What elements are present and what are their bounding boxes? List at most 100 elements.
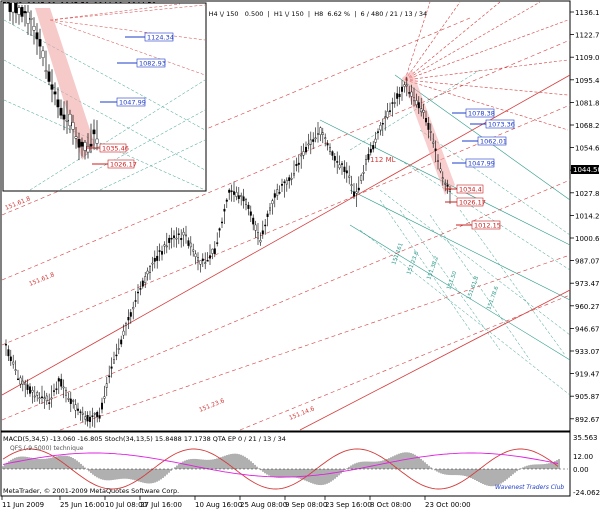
- candle-body: [91, 415, 94, 417]
- candle-body: [86, 415, 89, 422]
- inset-zoom-panel: [2, 2, 207, 192]
- candle-body: [79, 411, 82, 413]
- fib-label-1b: 151.61.8: [28, 271, 56, 288]
- candle-body: [172, 235, 175, 238]
- candle-body: [247, 204, 250, 209]
- candle-body: [170, 237, 173, 240]
- inset-candle-body: [32, 26, 36, 31]
- price-tick-label: 987.07: [575, 258, 600, 266]
- candle-body: [132, 307, 135, 310]
- inset-label: 1082.93: [139, 60, 166, 68]
- candle-body: [285, 179, 288, 185]
- inset-candle-body: [53, 91, 57, 95]
- candle-body: [199, 260, 202, 265]
- candle-body: [129, 312, 132, 317]
- candle-body: [230, 190, 233, 192]
- candle-body: [360, 175, 363, 181]
- candle-body: [7, 349, 10, 357]
- candle-body: [333, 156, 336, 161]
- price-tick-label: 1109.07: [575, 54, 600, 62]
- inset-candle-body: [26, 11, 30, 24]
- inset-label: 1026.17: [110, 161, 137, 169]
- candle-body: [379, 125, 382, 131]
- red-median-line: [1, 74, 571, 396]
- candle-body: [374, 138, 377, 143]
- candle-body: [283, 181, 286, 183]
- candle-body: [252, 217, 255, 225]
- watermark-text: Wavenest Traders Club: [495, 484, 564, 491]
- candle-body: [177, 233, 180, 235]
- candle-body: [88, 416, 91, 422]
- indicator-scale-label: 12.00: [573, 453, 593, 461]
- candle-body: [14, 369, 17, 371]
- time-tick-label: 8 Oct 08:00: [370, 501, 411, 509]
- candle-body: [425, 118, 428, 123]
- candle-body: [266, 213, 269, 217]
- inset-candle-body: [89, 143, 93, 147]
- candle-body: [434, 148, 437, 151]
- candle-body: [103, 396, 106, 399]
- candle-body: [300, 154, 303, 157]
- candle-body: [41, 396, 44, 399]
- target-label: 1062.01: [480, 138, 507, 146]
- candle-body: [377, 131, 380, 133]
- target-label: 1078.38: [468, 110, 495, 118]
- target-label-group: 1078.38 1073.36 1062.01 1047.99 1034.4 1…: [445, 108, 515, 230]
- candle-body: [112, 359, 115, 364]
- candle-body: [108, 375, 111, 378]
- candle-body: [391, 102, 394, 104]
- red-lower-line: [299, 289, 571, 431]
- candle-body: [220, 221, 223, 224]
- price-tick-label: 1136.15: [575, 9, 600, 17]
- candle-body: [295, 164, 298, 167]
- candle-body: [168, 237, 171, 243]
- candle-body: [309, 139, 312, 145]
- candle-body: [413, 97, 416, 102]
- candle-body: [398, 93, 401, 98]
- candle-body: [60, 378, 63, 387]
- candle-body: [293, 173, 296, 176]
- candle-body: [405, 84, 408, 87]
- candle-body: [420, 108, 423, 113]
- indicator-scale-label: -24.062: [573, 489, 600, 497]
- candle-body: [4, 344, 7, 346]
- candle-body: [237, 195, 240, 199]
- copyright-text: MetaTrader, © 2001-2009 MetaQuotes Softw…: [3, 487, 179, 495]
- inset-candle-body: [20, 7, 24, 17]
- candle-body: [232, 191, 235, 195]
- candle-body: [50, 397, 53, 400]
- candle-body: [319, 127, 322, 135]
- inset-candle-body: [65, 120, 69, 122]
- price-tick-label: 892.67: [575, 416, 600, 424]
- candle-body: [182, 231, 185, 236]
- candle-body: [254, 224, 257, 231]
- candle-body: [288, 177, 291, 181]
- candle-body: [19, 377, 22, 385]
- candle-body: [43, 397, 46, 399]
- inset-candle-body: [71, 122, 75, 130]
- candle-body: [276, 189, 279, 196]
- target-label: 1012.15: [474, 222, 501, 230]
- fib-label-1: 151.61.8: [4, 195, 32, 212]
- candle-body: [223, 208, 226, 212]
- indicator-sublabel: QFS (-9.5000) technique: [10, 445, 84, 452]
- svg-text:151.61.8: 151.61.8: [466, 275, 480, 301]
- time-tick-label: 25 Aug 08:00: [240, 501, 287, 509]
- inset-candle-body: [23, 11, 27, 14]
- candle-body: [437, 160, 440, 162]
- candle-body: [348, 175, 351, 178]
- candle-body: [369, 148, 372, 153]
- teal-channel-lines: [319, 74, 571, 361]
- candle-body: [127, 317, 130, 321]
- candle-body: [76, 408, 79, 411]
- price-tick-label: 960.27: [575, 303, 600, 311]
- inset-candle-body: [14, 2, 18, 14]
- candle-body: [281, 183, 284, 186]
- candle-body: [62, 386, 65, 389]
- inset-candle-body: [59, 107, 63, 116]
- candle-body: [355, 191, 358, 194]
- candle-body: [228, 189, 231, 193]
- signal-line: [2, 452, 559, 478]
- candle-body: [429, 131, 432, 133]
